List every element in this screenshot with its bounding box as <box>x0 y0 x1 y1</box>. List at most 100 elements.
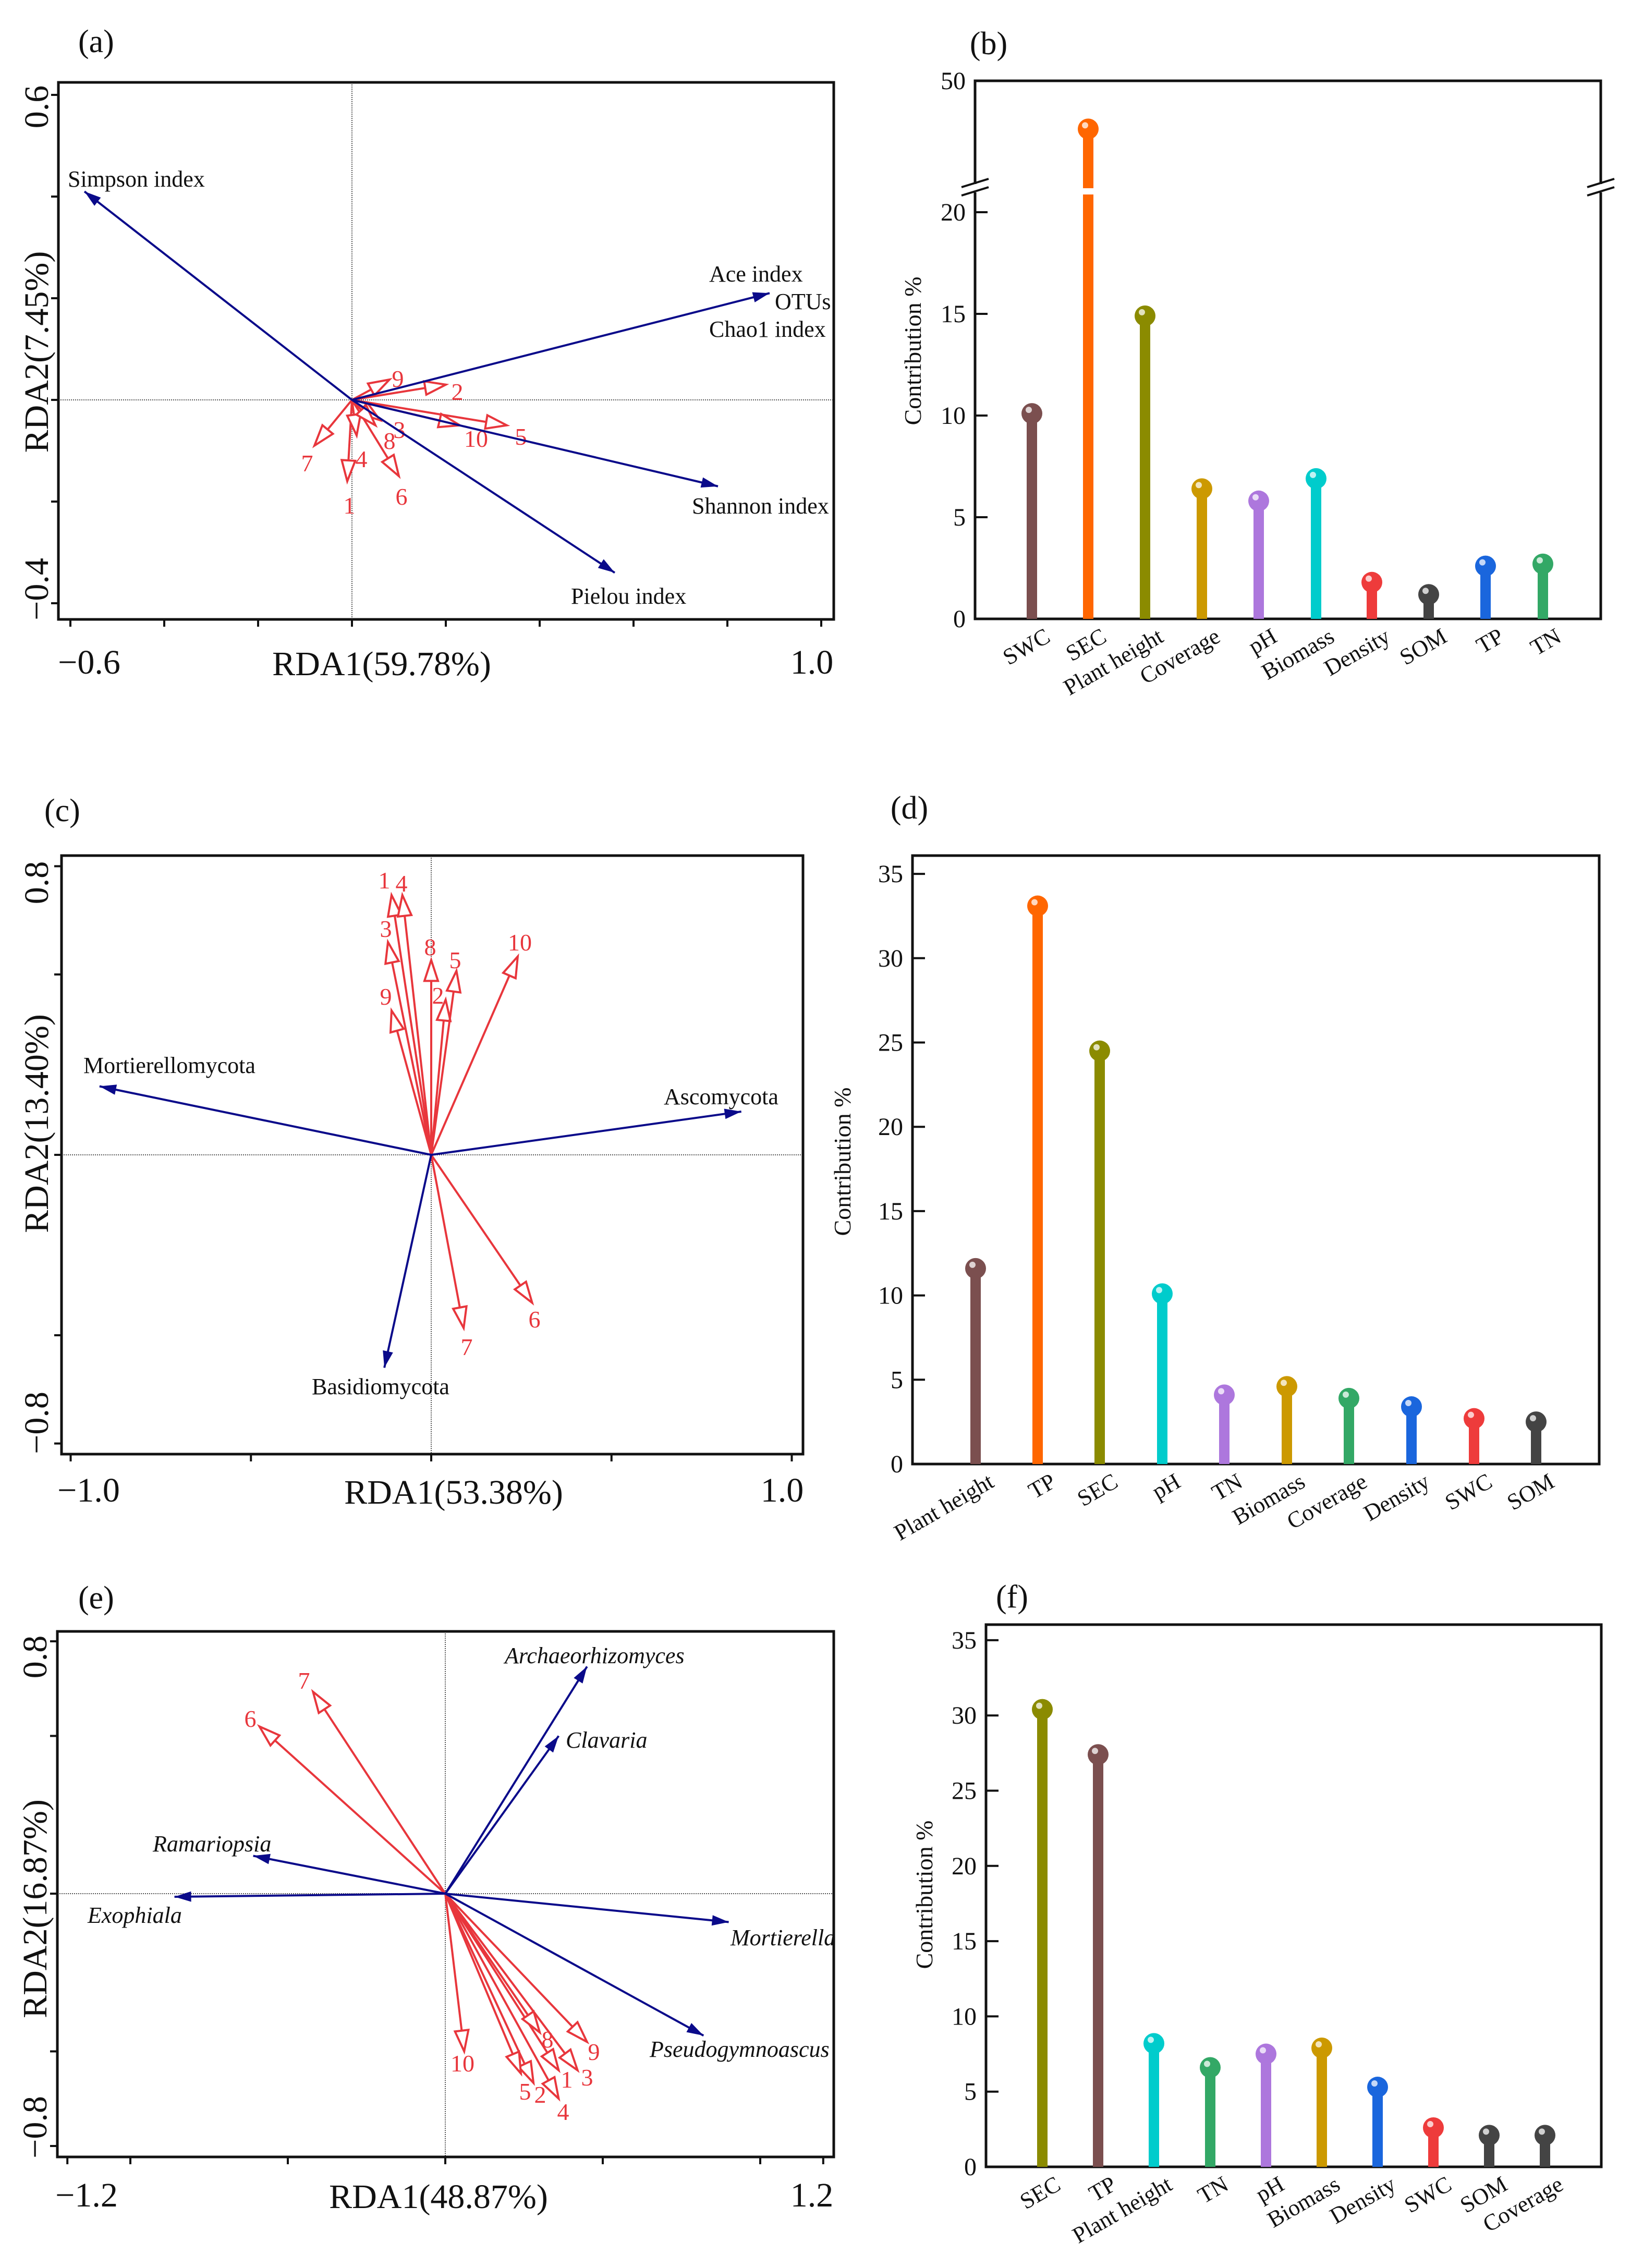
response-vector: Mortierella <box>445 1893 835 1950</box>
category-label: Plant height <box>1068 2171 1176 2248</box>
bar-marker <box>1361 571 1382 593</box>
sample-vector: 3 <box>380 916 432 1155</box>
marker-highlight <box>1343 1391 1349 1398</box>
response-vector: Ascomycota <box>431 1084 778 1156</box>
sample-label: 10 <box>451 2050 474 2077</box>
y-axis-title: Contribution % <box>899 277 926 425</box>
sample-vector-line <box>430 970 458 1155</box>
response-vector: Mortierellomycota <box>83 1053 432 1156</box>
response-vector: Clavaria <box>444 1727 647 1895</box>
x-tick-label: −1.2 <box>55 2176 118 2214</box>
sample-vector: 1 <box>340 399 357 519</box>
y-tick-label: −0.4 <box>18 558 56 620</box>
sample-vector-line <box>444 1893 560 2100</box>
y-tick-label: 10 <box>952 2003 977 2030</box>
axis-break-mark <box>1587 178 1615 188</box>
response-label: Ace index <box>709 261 803 287</box>
sample-label: 2 <box>452 379 464 405</box>
filled-arrowhead-icon <box>711 1915 729 1926</box>
sample-vector: 5 <box>444 1893 531 2105</box>
lollipop-bar: SWC <box>1441 1408 1496 1515</box>
marker-highlight <box>1479 559 1486 566</box>
sample-label: 3 <box>380 916 392 942</box>
response-vector-line <box>383 1154 432 1368</box>
sample-label: 8 <box>542 2026 554 2053</box>
open-arrowhead-icon <box>423 380 449 397</box>
response-vector: Archaeorhizomyces <box>444 1643 685 1895</box>
marker-highlight <box>1196 482 1202 489</box>
x-tick-label: 1.2 <box>790 2176 834 2214</box>
marker-highlight <box>1539 2128 1545 2135</box>
marker-highlight <box>1371 2080 1378 2087</box>
open-arrowhead-icon <box>366 377 393 397</box>
sample-vector: 8 <box>423 934 440 1155</box>
lollipop-bar: SOM <box>1395 584 1451 670</box>
open-arrowhead-icon <box>340 459 357 485</box>
bar-marker <box>1535 2125 1555 2146</box>
bar-marker <box>965 1258 986 1279</box>
open-arrowhead-icon <box>396 892 413 918</box>
open-arrowhead-icon <box>505 2050 522 2077</box>
panel-label: (e) <box>78 1580 114 1616</box>
lollipop-bar: TP <box>1085 1744 1121 2206</box>
bar-marker <box>1078 118 1099 140</box>
sample-label: 6 <box>396 483 408 510</box>
marker-highlight <box>1148 2037 1154 2043</box>
bar-marker <box>1027 895 1048 917</box>
category-label: SOM <box>1395 623 1451 670</box>
response-vector-line <box>83 190 353 401</box>
marker-highlight <box>1468 1411 1474 1418</box>
sample-vector-line <box>390 895 432 1155</box>
lollipop-bar: pH <box>1251 2043 1288 2208</box>
sample-label: 4 <box>356 446 368 472</box>
marker-highlight <box>1093 1044 1100 1051</box>
sample-label: 10 <box>508 929 532 956</box>
filled-arrowhead-icon <box>84 191 101 206</box>
response-label: Ascomycota <box>664 1084 778 1109</box>
sample-label: 6 <box>529 1306 541 1333</box>
open-arrowhead-icon <box>345 412 362 439</box>
bar-marker <box>1200 2057 1221 2078</box>
response-vector-line <box>444 1666 588 1895</box>
response-vector: Pielou index <box>351 399 686 609</box>
response-vector-line <box>444 1735 560 1895</box>
contribution-chart-d: (d) 0 5 10 15 20 25 30 35 Contribution % Plant hei… <box>829 790 1601 1545</box>
y-tick-label: 15 <box>941 300 966 328</box>
category-label: SWC <box>1441 1468 1496 1515</box>
sample-vector: 6 <box>245 1705 446 1895</box>
marker-highlight <box>1252 494 1259 501</box>
sample-label: 2 <box>534 2081 546 2108</box>
rda-biplot-c: (c) −1.0 1.0 RDA1(53.38%) 0.8 −0.8 RDA2(13.40%… <box>18 793 805 1511</box>
response-vector: Shannon index <box>351 399 829 519</box>
response-vector-line <box>351 399 616 574</box>
open-arrowhead-icon <box>423 956 440 982</box>
x-axis-title: RDA1(53.38%) <box>344 1473 563 1511</box>
open-arrowhead-icon <box>312 423 335 448</box>
response-label: Chao1 index <box>709 316 826 342</box>
marker-highlight <box>1139 309 1145 315</box>
y-tick-label: 20 <box>878 1113 903 1141</box>
sample-label: 1 <box>561 2066 573 2093</box>
y-tick-label: 15 <box>878 1198 903 1225</box>
y-tick-label: 0 <box>964 2153 977 2181</box>
filled-arrowhead-icon <box>724 1108 741 1119</box>
sample-vector-line <box>351 399 507 426</box>
lollipop-bar: TN <box>1208 1384 1247 1506</box>
x-tick-label: −1.0 <box>57 1471 120 1509</box>
response-label: Exophiala <box>87 1903 182 1928</box>
lollipop-bar: pH <box>1148 1283 1185 1505</box>
sample-vector: 2 <box>430 982 452 1155</box>
category-label: TN <box>1526 623 1565 661</box>
sample-vector-line <box>444 1893 588 2043</box>
response-label: Simpson index <box>68 166 205 192</box>
sample-vector-line <box>430 956 519 1155</box>
panel-label: (d) <box>891 790 928 826</box>
y-tick-label: −0.8 <box>18 1392 56 1454</box>
bar-marker <box>1214 1384 1235 1406</box>
bar-marker <box>1248 490 1269 511</box>
sample-vector-line <box>259 1725 446 1895</box>
x-axis-title: RDA1(59.78%) <box>272 645 491 683</box>
sample-vector: 9 <box>444 1893 600 2065</box>
